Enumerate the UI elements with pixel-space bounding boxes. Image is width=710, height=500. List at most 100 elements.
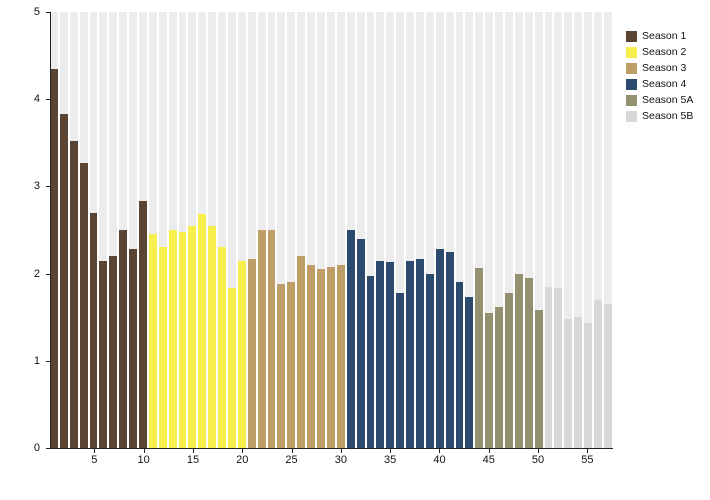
bar-episode-49 xyxy=(524,277,533,448)
bar-slot xyxy=(544,12,553,448)
bar-slot xyxy=(435,12,444,448)
legend-swatch xyxy=(626,94,637,106)
bar-slot xyxy=(366,12,375,448)
bar-slot xyxy=(99,12,108,448)
x-tick-mark xyxy=(439,449,441,453)
bar-slot xyxy=(59,12,68,448)
bar-slot xyxy=(346,12,355,448)
bar-slot xyxy=(317,12,325,448)
bar-episode-7 xyxy=(109,256,118,448)
bar-episode-52 xyxy=(554,288,563,448)
bar-slot xyxy=(356,12,365,448)
bar-episode-53 xyxy=(564,318,573,448)
bar-episode-27 xyxy=(307,264,316,448)
bar-episode-8 xyxy=(119,230,128,448)
x-tick-label: 10 xyxy=(137,454,150,466)
bar-episode-35 xyxy=(386,262,395,448)
bar-episode-31 xyxy=(346,230,355,448)
bar-slot xyxy=(376,12,385,448)
bar-episode-24 xyxy=(277,284,286,448)
legend-swatch xyxy=(626,46,637,58)
bar-slot xyxy=(208,12,217,448)
legend-item-season-5b: Season 5B xyxy=(626,110,693,122)
bar-slot xyxy=(218,12,227,448)
bar-slot xyxy=(237,12,246,448)
bar-slot xyxy=(198,12,207,448)
legend-item-season-2: Season 2 xyxy=(626,46,693,58)
bar-slot xyxy=(139,12,147,448)
legend-item-season-4: Season 4 xyxy=(626,78,693,90)
y-tick-label: 3 xyxy=(33,180,40,193)
x-axis-labels: 5 10 15 20 25 30 35 40 45 50 55 xyxy=(50,452,612,470)
y-tick-mark xyxy=(46,186,50,188)
bar-episode-43 xyxy=(465,297,474,448)
legend-label: Season 1 xyxy=(642,30,687,42)
legend-swatch xyxy=(626,30,637,42)
bar-episode-13 xyxy=(168,230,177,448)
x-tick-label: 20 xyxy=(236,454,249,466)
y-tick-label: 4 xyxy=(33,93,40,106)
y-tick-mark xyxy=(46,360,50,362)
y-tick-mark xyxy=(46,273,50,275)
bar-slot xyxy=(148,12,157,448)
bar-slot xyxy=(584,12,592,448)
x-tick-mark xyxy=(192,449,194,453)
x-tick-mark xyxy=(587,449,589,453)
bar-slot xyxy=(168,12,177,448)
legend-label: Season 4 xyxy=(642,78,687,90)
bar-episode-34 xyxy=(376,260,385,448)
bar-slot xyxy=(465,12,474,448)
bar-slot xyxy=(228,12,236,448)
legend: Season 1 Season 2 Season 3 Season 4 Season 5… xyxy=(626,30,693,122)
x-tick-label: 25 xyxy=(285,454,298,466)
y-tick-mark xyxy=(46,448,50,449)
x-tick-mark xyxy=(291,449,293,453)
y-tick-label: 1 xyxy=(33,354,40,367)
legend-label: Season 5B xyxy=(642,110,694,122)
bar-slot xyxy=(524,12,533,448)
x-tick-mark xyxy=(340,449,342,453)
x-tick-label: 55 xyxy=(581,454,594,466)
bar-slot xyxy=(307,12,316,448)
legend-swatch xyxy=(626,78,637,90)
bar-episode-23 xyxy=(267,230,276,448)
bar-episode-12 xyxy=(158,247,167,448)
bar-episode-30 xyxy=(336,264,345,448)
x-axis-line xyxy=(50,448,613,449)
legend-item-season-3: Season 3 xyxy=(626,62,693,74)
bar-slot xyxy=(89,12,98,448)
bar-slot xyxy=(475,12,484,448)
x-tick-label: 5 xyxy=(91,454,98,466)
bar-episode-40 xyxy=(435,249,444,448)
bar-slot xyxy=(267,12,276,448)
plot-area xyxy=(50,12,612,448)
bar-slot xyxy=(109,12,118,448)
bar-slot xyxy=(396,12,405,448)
bar-slot xyxy=(247,12,256,448)
bar-episode-18 xyxy=(218,247,227,448)
bar-episode-26 xyxy=(297,256,306,448)
bar-episode-17 xyxy=(208,225,217,448)
y-tick-mark xyxy=(46,12,50,13)
bar-slot xyxy=(593,12,602,448)
bar-slot xyxy=(534,12,543,448)
bar-slot xyxy=(336,12,345,448)
bar-slot xyxy=(445,12,454,448)
bar-episode-19 xyxy=(228,288,236,448)
bar-episode-48 xyxy=(514,273,523,448)
bar-slot xyxy=(386,12,395,448)
legend-swatch xyxy=(626,110,637,122)
x-tick-label: 50 xyxy=(531,454,545,466)
bar-slot xyxy=(603,12,612,448)
bar-slot xyxy=(485,12,494,448)
bar-slot xyxy=(119,12,128,448)
bar-episode-55 xyxy=(584,323,592,448)
x-tick-label: 35 xyxy=(384,454,397,466)
x-tick-label: 45 xyxy=(482,454,495,466)
bar-episode-5 xyxy=(89,212,98,448)
bar-episode-14 xyxy=(178,231,187,448)
bar-slot xyxy=(129,12,138,448)
x-tick-mark xyxy=(143,449,145,453)
bar-slot xyxy=(50,12,58,448)
